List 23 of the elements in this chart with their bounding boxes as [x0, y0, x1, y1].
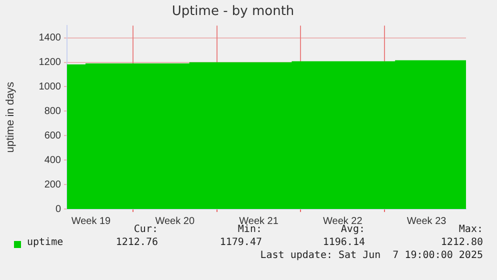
y-tick-label: 1200: [38, 57, 62, 68]
x-tick-label: Week 19: [71, 216, 112, 227]
y-tick-label: 1400: [38, 32, 62, 44]
x-tick-label: Week 23: [406, 216, 447, 227]
y-tick-label: 400: [44, 154, 62, 166]
text: Max:: [458, 224, 483, 235]
y-axis-title: uptime in days: [4, 81, 17, 153]
text: 1212.80: [440, 237, 483, 248]
y-tick-label: 0: [55, 204, 62, 215]
text: 1212.76: [116, 237, 158, 248]
text: Cur:: [134, 224, 158, 235]
chart-title: Uptime - by month: [172, 4, 294, 20]
y-tick-label: 1000: [38, 81, 62, 92]
text: Min:: [238, 224, 262, 235]
text: 1196.14: [322, 237, 365, 248]
y-tick-label: 200: [44, 179, 62, 190]
y-tick-label: 600: [44, 130, 62, 142]
text: Avg:: [340, 224, 365, 235]
legend-label: uptime: [27, 237, 64, 248]
text: 1179.47: [220, 237, 262, 248]
text: Last update: Sat Jun 7 19:00:00 2025: [260, 250, 483, 261]
x-tick-label: Week 20: [155, 216, 195, 227]
y-tick-label: 800: [44, 106, 62, 117]
